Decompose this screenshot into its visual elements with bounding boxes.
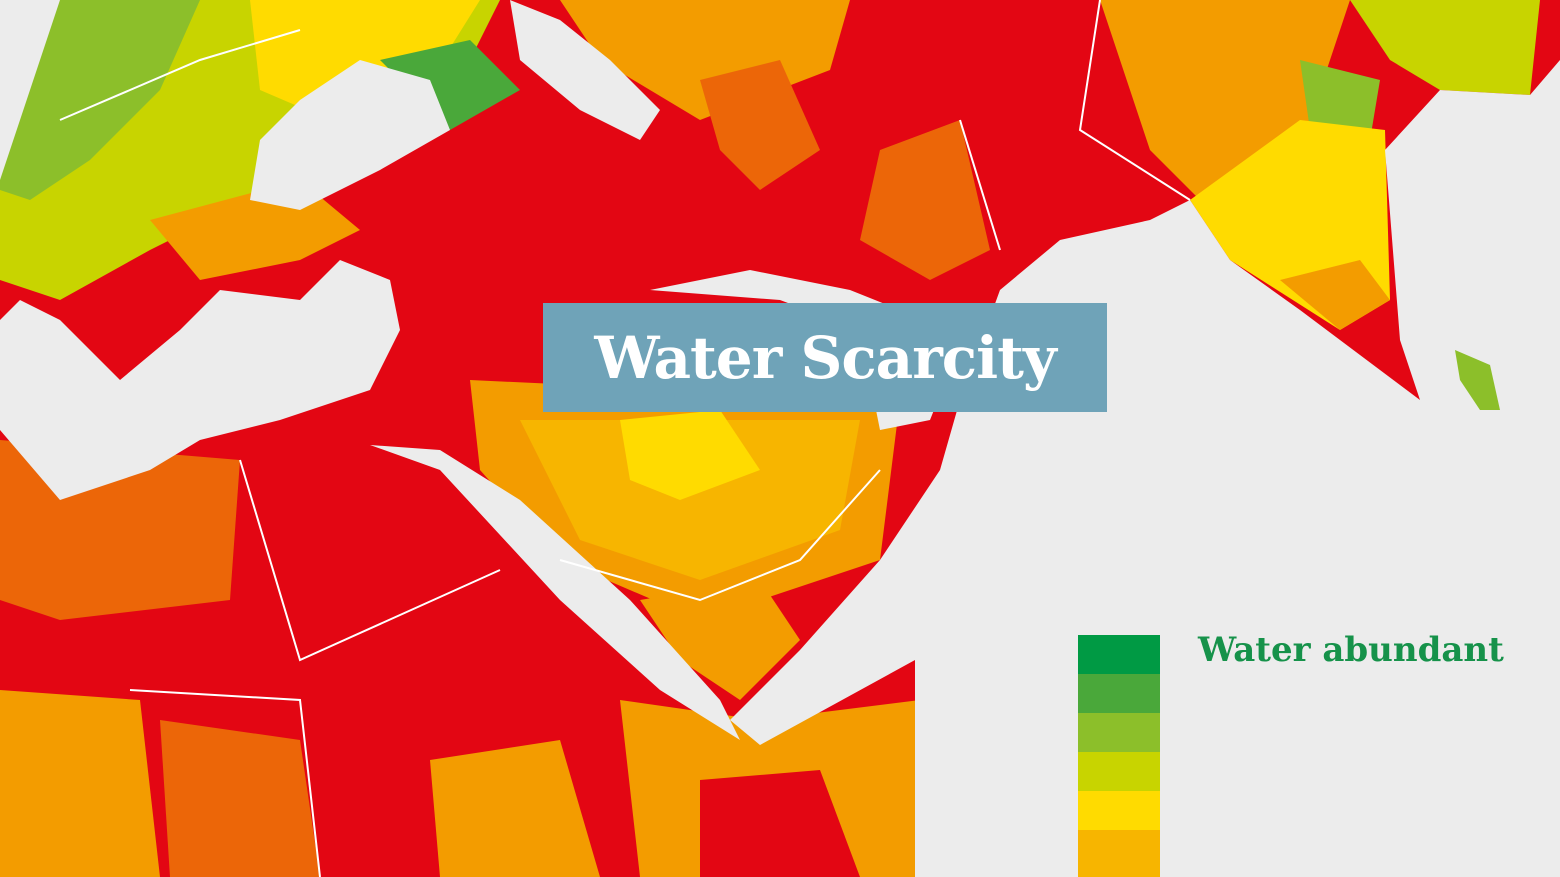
sea-black <box>250 60 450 210</box>
region-green <box>380 40 520 130</box>
legend-label: Water abundant <box>1198 630 1504 670</box>
region-europe-green <box>0 0 200 200</box>
sea-red <box>370 445 740 740</box>
legend-swatch <box>1078 713 1160 752</box>
region-india-south <box>1280 260 1390 330</box>
region-ethiopia <box>700 770 860 877</box>
legend-swatch <box>1078 830 1160 877</box>
sea-caspian <box>510 0 660 140</box>
border <box>959 119 1001 251</box>
legend-swatch <box>1078 674 1160 713</box>
sea-atlantic <box>0 0 60 180</box>
region-arabia-inner <box>520 420 860 580</box>
region-himalaya-green <box>1300 60 1380 140</box>
border <box>59 29 301 121</box>
sea-arabian <box>730 60 1560 877</box>
region-sahel-west <box>0 690 160 877</box>
legend-swatch <box>1078 791 1160 830</box>
region-arabia-yellow <box>620 410 760 500</box>
border <box>239 459 501 662</box>
map-title: Water Scarcity <box>543 303 1107 412</box>
region-iran-orange <box>700 60 820 190</box>
legend-swatch <box>1078 752 1160 791</box>
sea-mediterranean <box>0 260 400 500</box>
region-yemen <box>640 580 800 700</box>
region-iran-east <box>860 120 990 280</box>
border <box>1078 0 1191 201</box>
legend-swatch <box>1078 635 1160 674</box>
border <box>559 469 881 602</box>
region-sudan <box>430 740 600 877</box>
region-sri-lanka <box>1455 350 1500 410</box>
region-europe-yellow <box>250 0 480 120</box>
region-sahel <box>160 720 320 877</box>
border <box>129 689 321 877</box>
region-himalaya <box>1350 0 1540 95</box>
